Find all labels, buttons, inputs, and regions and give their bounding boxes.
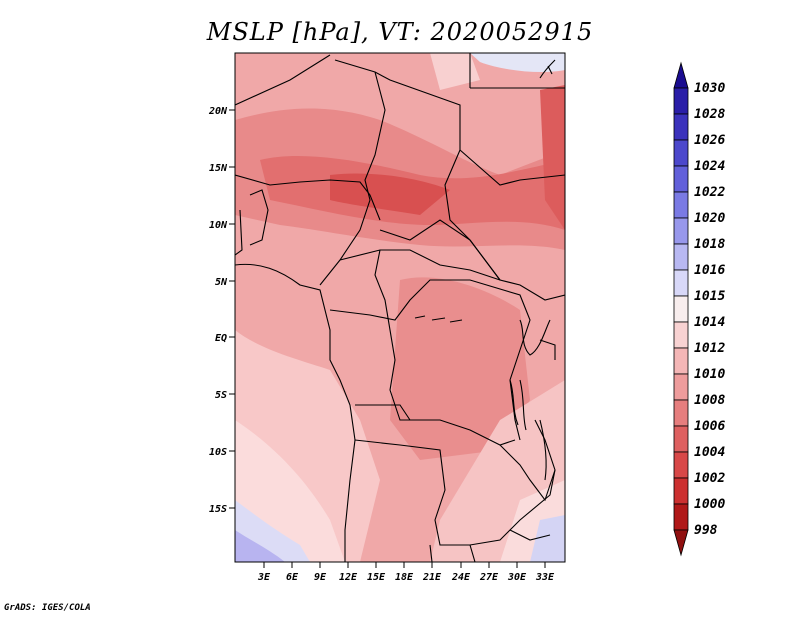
border-line xyxy=(469,53,565,89)
lon-label: 24E xyxy=(451,572,471,583)
lon-label: 18E xyxy=(395,572,414,583)
field-1002-core xyxy=(330,173,450,215)
colorbar-segment xyxy=(673,477,689,505)
border-line xyxy=(374,249,516,446)
colorbar-label: 1015 xyxy=(694,289,725,304)
lake-victoria xyxy=(519,319,556,360)
pressure-field xyxy=(235,53,565,562)
lon-axis: 3E 6E 9E 12E 15E 18E 21E 24E 27E 30E 33E xyxy=(257,562,555,583)
colorbar-segment xyxy=(673,295,689,323)
lat-label: 15N xyxy=(209,163,228,174)
colorbar-label: 1024 xyxy=(694,159,725,174)
border-line xyxy=(235,174,381,221)
map-title: MSLP [hPa], VT: 2020052915 xyxy=(206,18,594,46)
border-line xyxy=(379,219,565,301)
lon-label: 9E xyxy=(314,572,327,583)
colorbar-label: 1028 xyxy=(694,107,725,122)
lon-label: 27E xyxy=(479,572,499,583)
colorbar: 1030 1028 1026 1024 1022 1020 1018 1016 1015 1014… xyxy=(673,61,725,557)
colorbar-segment xyxy=(673,217,689,245)
colorbar-segment xyxy=(673,451,689,479)
field-1016-southeast xyxy=(530,515,565,562)
border-line xyxy=(429,529,551,562)
lake-malawi xyxy=(539,419,547,481)
lon-label: 12E xyxy=(339,572,358,583)
map-frame xyxy=(234,52,566,563)
colorbar-segment xyxy=(673,399,689,427)
colorbar-label: 1016 xyxy=(694,263,725,278)
colorbar-top-arrow xyxy=(673,61,689,89)
colorbar-label: 1006 xyxy=(694,419,725,434)
field-1008-congo xyxy=(390,277,530,460)
lon-label: 3E xyxy=(257,572,271,583)
lat-label: 10S xyxy=(209,447,227,458)
colorbar-segment xyxy=(673,321,689,349)
colorbar-label: 1018 xyxy=(694,237,725,252)
lat-label: EQ xyxy=(215,333,227,344)
colorbar-label: 1020 xyxy=(694,211,725,226)
field-1012-north xyxy=(430,53,480,90)
colorbar-segment xyxy=(673,503,689,531)
colorbar-label: 1010 xyxy=(694,367,725,382)
colorbar-segment xyxy=(673,243,689,271)
lat-label: 5S xyxy=(215,390,227,401)
colorbar-label: 1008 xyxy=(694,393,725,408)
lat-label: 20N xyxy=(208,106,228,117)
lon-label: 6E xyxy=(286,572,299,583)
colorbar-label: 1026 xyxy=(694,133,725,148)
lat-axis: 20N 15N 10N 5N EQ 5S 10S 15S xyxy=(208,106,235,515)
field-1004-east xyxy=(540,85,565,230)
field-1018-southwest xyxy=(235,530,285,562)
river-segments xyxy=(414,315,463,323)
colorbar-segment xyxy=(673,139,689,167)
lon-label: 15E xyxy=(367,572,386,583)
colorbar-label: 1002 xyxy=(694,471,725,486)
colorbar-label: 1030 xyxy=(694,81,725,96)
colorbar-segment xyxy=(673,113,689,141)
lon-label: 21E xyxy=(422,572,442,583)
border-line xyxy=(354,404,556,546)
lat-label: 10N xyxy=(209,220,228,231)
colorbar-segment xyxy=(673,425,689,453)
colorbar-segment xyxy=(673,347,689,375)
lat-label: 5N xyxy=(215,277,228,288)
colorbar-segment xyxy=(673,165,689,193)
colorbar-label: 1012 xyxy=(694,341,725,356)
border-line xyxy=(459,149,565,186)
border-line xyxy=(235,263,356,562)
colorbar-segment xyxy=(673,373,689,401)
border-line xyxy=(319,71,386,286)
lon-label: 33E xyxy=(535,572,555,583)
colorbar-segment xyxy=(673,87,689,115)
border-line xyxy=(329,279,531,441)
coastline-red-sea xyxy=(539,59,556,79)
border-line xyxy=(499,419,556,502)
border-line xyxy=(235,189,269,256)
colorbar-segment xyxy=(673,191,689,219)
colorbar-label: 1000 xyxy=(694,497,725,512)
colorbar-label: 1004 xyxy=(694,445,725,460)
country-borders xyxy=(235,53,565,562)
lake-tanganyika xyxy=(509,379,527,431)
colorbar-bottom-arrow xyxy=(673,529,689,557)
colorbar-label: 1014 xyxy=(694,315,725,330)
lon-label: 30E xyxy=(507,572,527,583)
colorbar-segment xyxy=(673,269,689,297)
lat-label: 15S xyxy=(209,504,227,515)
colorbar-label: 998 xyxy=(694,523,718,538)
border-line xyxy=(339,249,501,281)
colorbar-label: 1022 xyxy=(694,185,725,200)
field-1016-northeast xyxy=(470,53,565,73)
grads-credit: GrADS: IGES/COLA xyxy=(4,603,91,613)
